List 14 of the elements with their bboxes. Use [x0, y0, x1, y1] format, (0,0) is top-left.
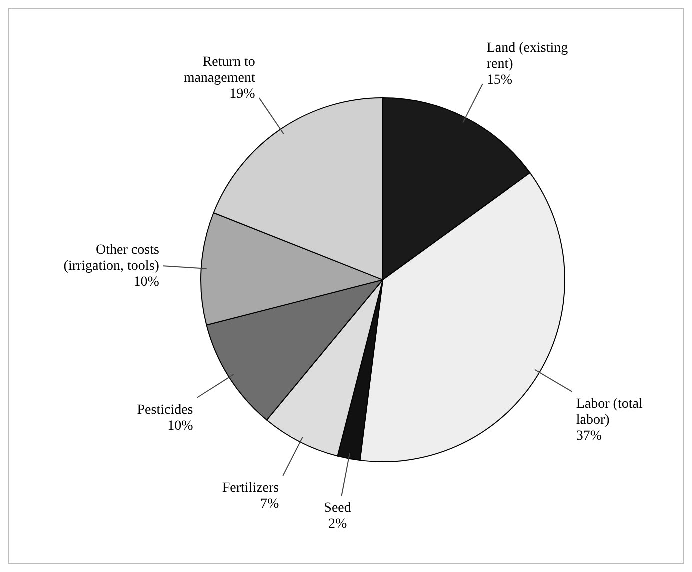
- data-label: 7%: [260, 497, 280, 512]
- slice-label: Pesticides: [137, 402, 194, 418]
- slice-label: Return to management: [184, 55, 256, 86]
- data-label: 37%: [576, 428, 602, 444]
- slice-label: Other costs (irrigation, tools): [64, 243, 160, 274]
- data-label: 10%: [134, 275, 160, 290]
- slice-label: Labor (total labor): [576, 396, 643, 428]
- data-label: 19%: [230, 87, 256, 102]
- data-label: 10%: [168, 418, 194, 434]
- slice-label: Land (existing rent): [486, 40, 568, 72]
- data-label: 2%: [328, 517, 348, 532]
- data-label: 15%: [486, 72, 513, 88]
- slice-label: Seed: [324, 501, 352, 516]
- slice-label: Fertilizers: [222, 481, 280, 496]
